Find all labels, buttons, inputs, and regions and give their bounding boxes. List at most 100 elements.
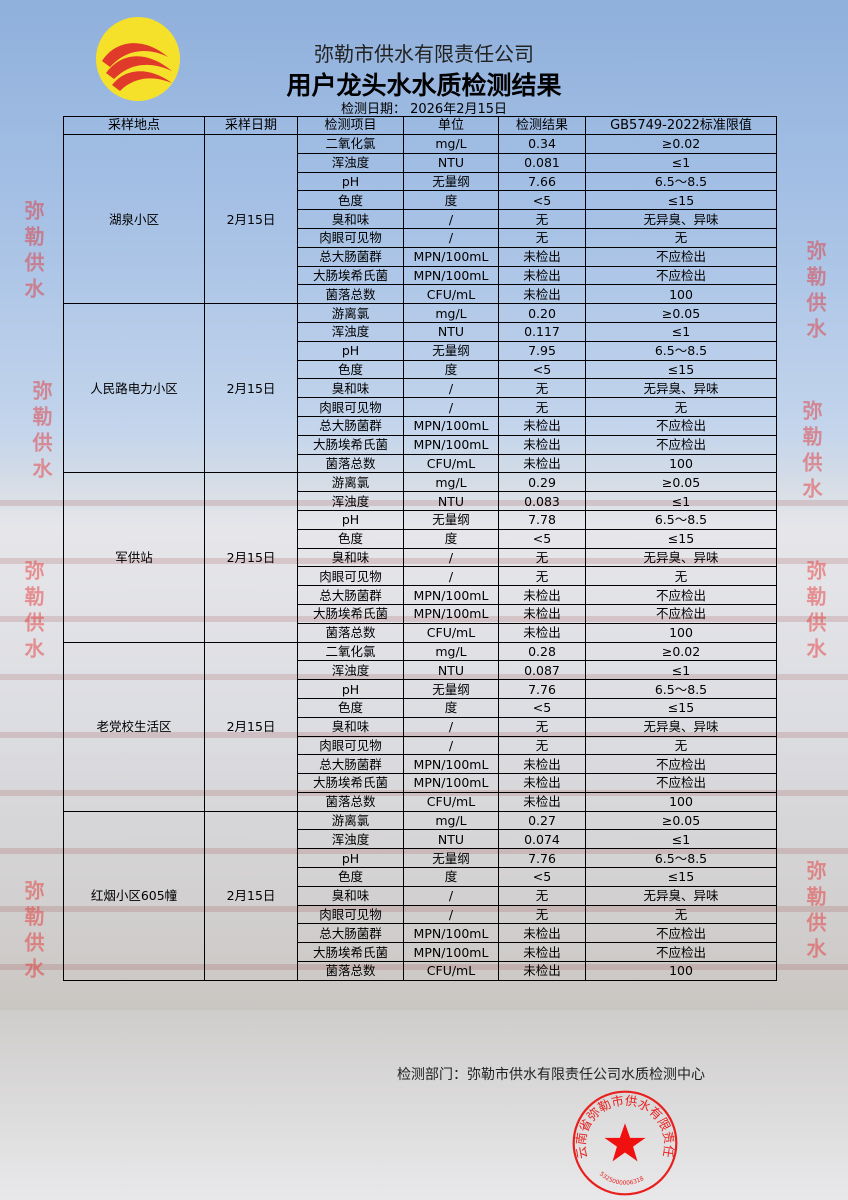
test-date: 检测日期： 2026年2月15日	[340, 102, 508, 117]
unit: /	[403, 397, 499, 417]
test-item: 肉眼可见物	[297, 735, 404, 756]
standard-limit: 无异臭、异味	[585, 547, 777, 568]
table-row: 浑浊度 NTU 0.087 ≤1	[64, 660, 777, 681]
table-row: pH 无量纲 7.78 6.5～8.5	[64, 509, 777, 530]
result: 无	[498, 566, 586, 587]
result: 7.95	[498, 340, 586, 361]
col-header: 检测结果	[498, 116, 586, 135]
standard-limit: ≥0.02	[585, 641, 777, 662]
test-item: 肉眼可见物	[297, 566, 404, 587]
standard-limit: 不应检出	[585, 773, 777, 793]
test-item: 浑浊度	[297, 491, 404, 511]
table-row: 总大肠菌群 MPN/100mL 未检出 不应检出	[64, 923, 777, 944]
test-item: 臭和味	[297, 547, 404, 568]
table-row: 浑浊度 NTU 0.083 ≤1	[64, 491, 777, 511]
unit: MPN/100mL	[403, 773, 499, 793]
table-row: 色度度 <5 ≤15	[64, 867, 777, 887]
standard-limit: ≤15	[585, 697, 777, 718]
table-row: 臭和味 / 无无异臭、异味	[64, 378, 777, 399]
sample-date: 2月15日	[204, 641, 298, 812]
table-row: 总大肠菌群 MPN/100mL 未检出 不应检出	[64, 415, 777, 436]
unit: MPN/100mL	[403, 603, 499, 624]
result: 无	[498, 209, 586, 229]
result: <5	[498, 867, 586, 887]
standard-limit: 无异臭、异味	[585, 378, 777, 399]
test-item: 臭和味	[297, 209, 404, 229]
result: 未检出	[498, 942, 586, 963]
col-header: 检测项目	[297, 116, 404, 135]
result: 未检出	[498, 453, 586, 474]
results-table: 采样地点 采样日期 检测项目 单位 检测结果 GB5749-2022标准限值 湖…	[63, 116, 777, 981]
unit: /	[403, 378, 499, 399]
unit: /	[403, 566, 499, 587]
standard-limit: 无	[585, 566, 777, 587]
table-row: pH 无量纲 7.95 6.5～8.5	[64, 340, 777, 361]
result: 0.27	[498, 810, 586, 831]
unit: CFU/mL	[403, 284, 499, 305]
standard-limit: 不应检出	[585, 603, 777, 624]
table-row: 色度度 <5 ≤15	[64, 528, 777, 549]
table-row: 湖泉小区 2月15日 二氧化氯 mg/L 0.34 ≥0.02	[63, 133, 777, 305]
table-row: 大肠埃希氏菌 MPN/100mL 未检出 不应检出	[64, 942, 777, 963]
standard-limit: ≤15	[585, 867, 777, 887]
standard-limit: 不应检出	[585, 585, 777, 605]
unit: 无量纲	[403, 679, 499, 699]
table-row: 大肠埃希氏菌 MPN/100mL 未检出 不应检出	[64, 603, 777, 624]
standard-limit: ≤15	[585, 190, 777, 211]
table-row: pH 无量纲 7.66 6.5～8.5	[64, 171, 777, 192]
table-row: 臭和味 / 无无异臭、异味	[64, 547, 777, 568]
test-item: 色度	[297, 190, 404, 211]
unit: mg/L	[403, 303, 499, 323]
test-item: pH	[297, 340, 404, 361]
result: 未检出	[498, 773, 586, 793]
unit: MPN/100mL	[403, 754, 499, 775]
result: 0.117	[498, 321, 586, 342]
table-row: 老党校生活区 2月15日 二氧化氯 mg/L 0.28 ≥0.02	[63, 641, 777, 812]
standard-limit: 6.5～8.5	[585, 171, 777, 192]
test-item: 游离氯	[297, 472, 404, 493]
result: 未检出	[498, 791, 586, 812]
test-item: 菌落总数	[297, 622, 404, 643]
standard-limit: 不应检出	[585, 942, 777, 963]
sample-site: 人民路电力小区	[63, 303, 205, 474]
test-item: 总大肠菌群	[297, 585, 404, 605]
sample-site: 红烟小区605幢	[63, 810, 205, 981]
table-row: 肉眼可见物 / 无无	[64, 904, 777, 925]
test-item: pH	[297, 848, 404, 869]
test-item: 浑浊度	[297, 152, 404, 173]
sample-site: 湖泉小区	[63, 133, 205, 305]
standard-limit: 无异臭、异味	[585, 716, 777, 737]
col-header: 采样地点	[63, 116, 205, 135]
standard-limit: 100	[585, 961, 777, 981]
test-department: 检测部门：弥勒市供水有限责任公司水质检测中心	[397, 1067, 705, 1083]
table-row: 总大肠菌群 MPN/100mL 未检出 不应检出	[64, 246, 777, 267]
unit: MPN/100mL	[403, 434, 499, 455]
standard-limit: 6.5～8.5	[585, 340, 777, 361]
test-item: 肉眼可见物	[297, 397, 404, 417]
table-header-row: 采样地点 采样日期 检测项目 单位 检测结果 GB5749-2022标准限值	[63, 116, 777, 135]
table-row: 菌落总数 CFU/mL 未检出 100	[64, 961, 777, 981]
standard-limit: 不应检出	[585, 923, 777, 944]
sample-site: 军供站	[63, 472, 205, 643]
table-row: 菌落总数 CFU/mL 未检出 100	[64, 791, 777, 812]
unit: /	[403, 904, 499, 925]
unit: 无量纲	[403, 509, 499, 530]
test-item: 游离氯	[297, 303, 404, 323]
standard-limit: ≤15	[585, 359, 777, 380]
unit: NTU	[403, 829, 499, 850]
standard-limit: ≤1	[585, 321, 777, 342]
table-row: 大肠埃希氏菌 MPN/100mL 未检出 不应检出	[64, 773, 777, 793]
unit: 无量纲	[403, 171, 499, 192]
test-item: 肉眼可见物	[297, 904, 404, 925]
test-item: 色度	[297, 528, 404, 549]
table-row: 菌落总数 CFU/mL 未检出 100	[64, 284, 777, 305]
result: 0.29	[498, 472, 586, 493]
test-item: 色度	[297, 867, 404, 887]
unit: /	[403, 716, 499, 737]
result: <5	[498, 359, 586, 380]
result: 7.76	[498, 848, 586, 869]
sample-site: 老党校生活区	[63, 641, 205, 812]
unit: CFU/mL	[403, 453, 499, 474]
test-item: 菌落总数	[297, 961, 404, 981]
table-row: 菌落总数 CFU/mL 未检出 100	[64, 453, 777, 474]
